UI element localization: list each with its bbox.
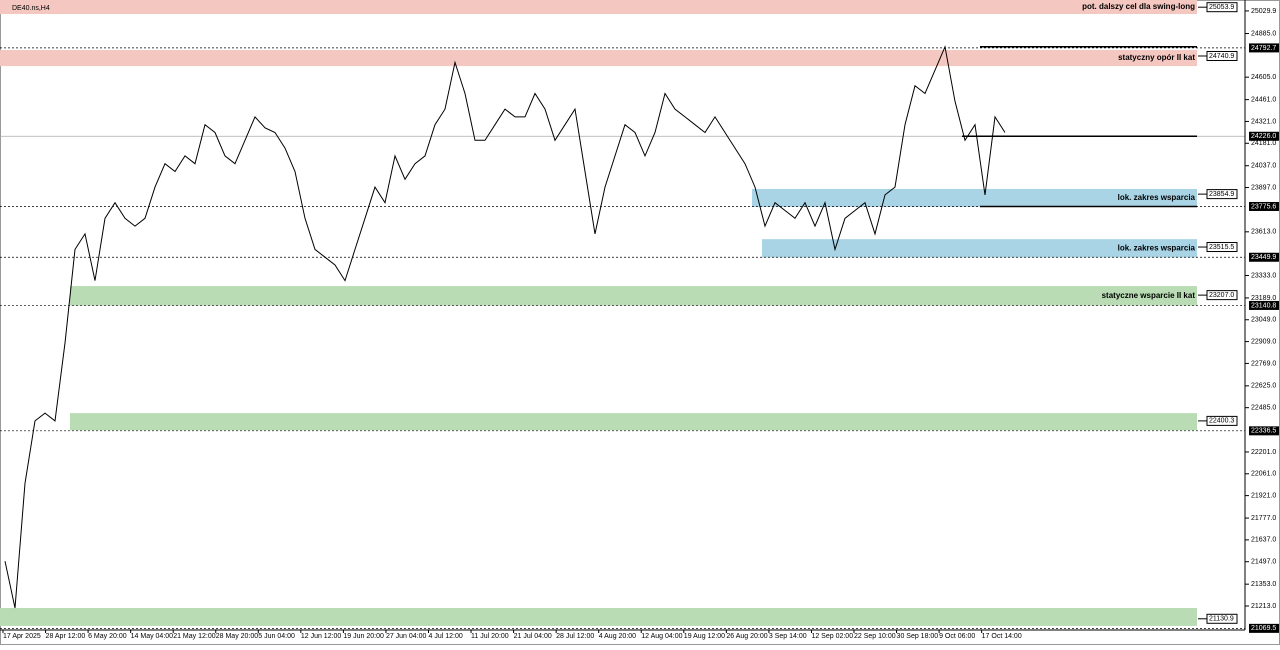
y-tick-label: 22201.0	[1251, 449, 1276, 456]
y-tick-label: 24037.0	[1251, 163, 1276, 170]
level-label: 21130.9	[1209, 616, 1234, 623]
y-tick-label: 21777.0	[1251, 515, 1276, 522]
x-tick-label: 30 Sep 18:00	[897, 633, 939, 640]
zone	[752, 188, 1197, 207]
level-box	[1206, 290, 1238, 301]
price-box	[1249, 131, 1279, 141]
price-label: 24226.0	[1251, 133, 1276, 140]
zone-label: lok. zakres wsparcia	[1118, 193, 1196, 202]
price-label: 23449.9	[1251, 254, 1276, 261]
x-tick-label: 5 Jun 04:00	[258, 633, 295, 640]
y-tick-label: 23049.0	[1251, 317, 1276, 324]
level-box	[1206, 50, 1238, 61]
y-tick-label: 21213.0	[1251, 603, 1276, 610]
x-tick-label: 12 Sep 02:00	[811, 633, 853, 640]
level-box	[1206, 415, 1238, 426]
zone	[0, 0, 1197, 15]
level-label: 24740.9	[1209, 53, 1234, 60]
zone	[70, 286, 1197, 306]
zone-label: statyczne wsparcie II kat	[1102, 291, 1196, 300]
zone	[70, 413, 1197, 431]
price-label: 23775.6	[1251, 203, 1276, 210]
price-line	[4, 45, 1006, 609]
zone-label: pot. dalszy cel dla swing-long	[1082, 2, 1195, 11]
x-tick-label: 4 Aug 20:00	[599, 633, 636, 640]
y-tick-label: 25029.9	[1251, 8, 1276, 15]
x-tick-label: 12 Aug 04:00	[641, 633, 682, 640]
level-box	[1206, 2, 1238, 13]
x-tick-label: 22 Sep 10:00	[854, 633, 896, 640]
x-tick-label: 26 Aug 20:00	[726, 633, 767, 640]
x-tick-label: 19 Jun 20:00	[343, 633, 384, 640]
y-tick-label: 21497.0	[1251, 559, 1276, 566]
level-box	[1206, 242, 1238, 253]
price-box	[1249, 300, 1279, 310]
y-tick-label: 22625.0	[1251, 383, 1276, 390]
x-tick-label: 27 Jun 04:00	[386, 633, 427, 640]
x-tick-label: 21 May 12:00	[173, 633, 216, 640]
x-tick-label: 28 Jul 12:00	[556, 633, 594, 640]
chart-title: DE40.ns,H4	[12, 5, 50, 12]
y-tick-label: 24605.0	[1251, 74, 1276, 81]
y-tick-label: 24321.0	[1251, 118, 1276, 125]
y-tick-label: 24181.0	[1251, 140, 1276, 147]
x-tick-label: 28 Apr 12:00	[46, 633, 86, 640]
level-label: 23207.0	[1209, 292, 1234, 299]
x-tick-label: 4 Jul 12:00	[429, 633, 463, 640]
x-tick-label: 11 Jul 20:00	[471, 633, 509, 640]
price-box	[1249, 201, 1279, 211]
y-tick-label: 23897.0	[1251, 184, 1276, 191]
y-tick-label: 22485.0	[1251, 405, 1276, 412]
x-tick-label: 14 May 04:00	[131, 633, 174, 640]
price-box	[1249, 43, 1279, 53]
level-box	[1206, 613, 1238, 624]
price-box	[1249, 623, 1279, 633]
level-label: 25053.9	[1209, 4, 1234, 11]
level-label: 23515.5	[1209, 244, 1234, 251]
x-tick-label: 28 May 20:00	[216, 633, 259, 640]
zone	[0, 50, 1197, 67]
level-label: 23854.9	[1209, 191, 1234, 198]
y-tick-label: 22909.0	[1251, 338, 1276, 345]
x-tick-label: 21 Jul 04:00	[514, 633, 552, 640]
x-tick-label: 12 Jun 12:00	[301, 633, 342, 640]
y-tick-label: 21637.0	[1251, 537, 1276, 544]
price-label: 22336.5	[1251, 428, 1276, 435]
price-box	[1249, 252, 1279, 262]
y-tick-label: 24885.0	[1251, 30, 1276, 37]
y-tick-label: 24461.0	[1251, 96, 1276, 103]
y-tick-label: 21353.0	[1251, 581, 1276, 588]
level-label: 22400.3	[1209, 418, 1234, 425]
zone-label: statyczny opór II kat	[1118, 53, 1195, 62]
price-label: 23140.8	[1251, 302, 1276, 309]
y-tick-label: 22061.0	[1251, 471, 1276, 478]
x-tick-label: 17 Apr 2025	[3, 633, 41, 640]
y-tick-label: 23613.0	[1251, 229, 1276, 236]
zone-label: lok. zakres wsparcia	[1118, 243, 1196, 252]
y-tick-label: 22769.0	[1251, 360, 1276, 367]
zone	[762, 239, 1197, 258]
x-tick-label: 19 Aug 12:00	[684, 633, 725, 640]
x-tick-label: 17 Oct 14:00	[982, 633, 1022, 640]
y-tick-label: 23189.0	[1251, 295, 1276, 302]
price-label: 24792.7	[1251, 45, 1276, 52]
y-tick-label: 21921.0	[1251, 492, 1276, 499]
x-tick-label: 3 Sep 14:00	[769, 633, 807, 640]
x-tick-label: 6 May 20:00	[88, 633, 127, 640]
price-label: 21069.5	[1251, 625, 1276, 632]
zone	[0, 608, 1197, 626]
y-tick-label: 23333.0	[1251, 272, 1276, 279]
level-box	[1206, 189, 1238, 200]
price-box	[1249, 426, 1279, 436]
x-tick-label: 9 Oct 06:00	[939, 633, 975, 640]
